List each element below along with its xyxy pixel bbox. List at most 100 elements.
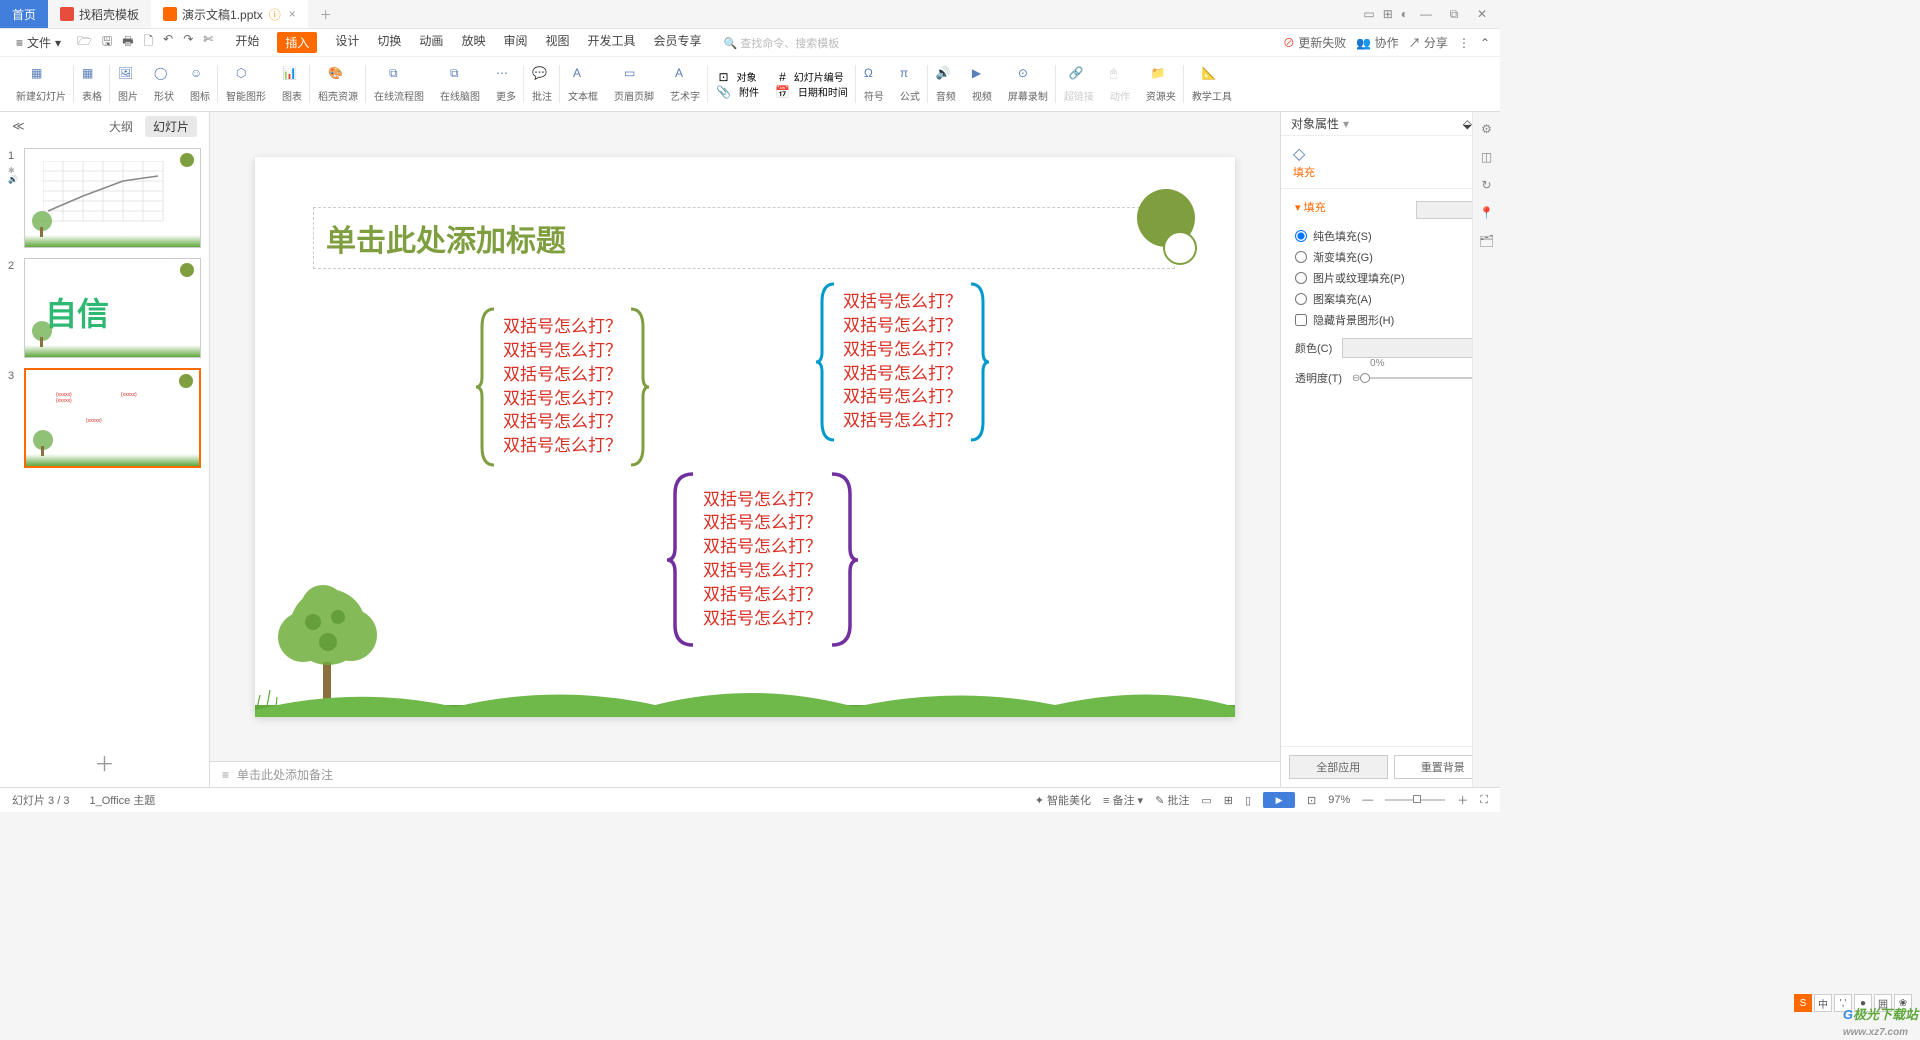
print-icon[interactable]: 🖶	[122, 32, 133, 53]
bracket-blue[interactable]: 双括号怎么打？双括号怎么打？双括号怎么打？双括号怎么打？双括号怎么打？双括号怎么…	[815, 282, 990, 442]
menu-review[interactable]: 审阅	[503, 32, 527, 53]
title-placeholder[interactable]: 单击此处添加标题	[313, 207, 1175, 269]
rg-mind[interactable]: ⧉在线脑图	[432, 57, 488, 111]
rg-audio[interactable]: 🔊音频	[928, 57, 964, 111]
st-layer-icon[interactable]: ◫	[1481, 150, 1492, 164]
zoom-value[interactable]: 97%	[1328, 794, 1350, 806]
opt-hidebg[interactable]: 隐藏背景图形(H)	[1295, 312, 1486, 328]
collab[interactable]: 👥 协作	[1356, 34, 1398, 51]
menu-vip[interactable]: 会员专享	[654, 32, 702, 53]
menu-view[interactable]: 视图	[545, 32, 569, 53]
st-rotate-icon[interactable]: ↻	[1481, 178, 1491, 192]
rg-wordart[interactable]: A艺术字	[662, 57, 708, 111]
rg-comment[interactable]: 💬批注	[524, 57, 560, 111]
rg-link[interactable]: 🔗超链接	[1056, 57, 1102, 111]
rg-shape[interactable]: ◯形状	[146, 57, 182, 111]
rg-obj[interactable]: ⊡对象📎附件	[708, 57, 767, 111]
rg-chart[interactable]: 📊图表	[274, 57, 310, 111]
expand-icon[interactable]: ⌃	[1480, 36, 1490, 50]
thumb-2[interactable]: 自信	[24, 258, 201, 358]
slideshow-button[interactable]: ▶	[1263, 792, 1295, 808]
preview-icon[interactable]: 🗋	[144, 32, 154, 53]
bracket-purple[interactable]: 双括号怎么打？双括号怎么打？双括号怎么打？双括号怎么打？双括号怎么打？双括号怎么…	[665, 472, 860, 647]
rg-num[interactable]: #幻灯片编号📅日期和时间	[767, 57, 856, 111]
tab-add[interactable]: ＋	[308, 0, 344, 28]
slide[interactable]: 单击此处添加标题 双括号怎么打？双括号怎么打？双括号怎么打？双括号怎么打？双括号…	[255, 157, 1235, 717]
tab-outline[interactable]: 大纲	[109, 118, 133, 135]
rg-action[interactable]: 🖱动作	[1102, 57, 1138, 111]
menu-design[interactable]: 设计	[335, 32, 359, 53]
rg-icon[interactable]: ☺图标	[182, 57, 218, 111]
notes-toggle[interactable]: ≡ 备注 ▾	[1103, 792, 1143, 808]
pin-icon[interactable]: ⬙	[1463, 117, 1472, 131]
rg-table[interactable]: ▦表格	[74, 57, 110, 111]
opt-pic[interactable]: 图片或纹理填充(P)	[1295, 270, 1486, 286]
rg-flow[interactable]: ⧉在线流程图	[366, 57, 432, 111]
transparency-slider[interactable]: ⊖ 0% ⊕	[1352, 368, 1486, 388]
rg-res[interactable]: 🎨稻壳资源	[310, 57, 366, 111]
st-lib-icon[interactable]: 🗂	[1479, 234, 1494, 248]
close-window-button[interactable]: ✕	[1472, 4, 1492, 24]
rg-video[interactable]: ▶视频	[964, 57, 1000, 111]
collapse-icon[interactable]: ≪	[12, 119, 25, 133]
search-cmd[interactable]: 🔍 查找命令、搜索模板	[724, 35, 840, 51]
rg-newslide[interactable]: ▦新建幻灯片	[8, 57, 74, 111]
user-icon[interactable]: ◐	[1401, 7, 1408, 21]
tab-templates[interactable]: 找稻壳模板	[48, 0, 151, 28]
share[interactable]: ↗ 分享	[1409, 34, 1448, 51]
beautify[interactable]: ✦ 智能美化	[1035, 792, 1091, 808]
rg-textbox[interactable]: A文本框	[560, 57, 606, 111]
cut-icon[interactable]: ✄	[203, 32, 213, 53]
rg-more[interactable]: ⋯更多	[488, 57, 524, 111]
menu-show[interactable]: 放映	[461, 32, 485, 53]
fit-icon[interactable]: ⊡	[1307, 794, 1316, 807]
opt-solid[interactable]: 纯色填充(S)	[1295, 228, 1486, 244]
menu-anim[interactable]: 动画	[419, 32, 443, 53]
color-select[interactable]	[1342, 338, 1486, 358]
rg-rec[interactable]: ⊙屏幕录制	[1000, 57, 1056, 111]
comment-toggle[interactable]: ✎ 批注	[1155, 792, 1189, 808]
rg-folder[interactable]: 📁资源夹	[1138, 57, 1184, 111]
rg-eq[interactable]: π公式	[892, 57, 928, 111]
rp-tab-fill[interactable]: 填充	[1293, 167, 1315, 179]
thumb-1[interactable]	[24, 148, 201, 248]
bracket-olive[interactable]: 双括号怎么打？双括号怎么打？双括号怎么打？双括号怎么打？双括号怎么打？双括号怎么…	[475, 307, 650, 467]
redo-icon[interactable]: ↷	[183, 32, 193, 53]
close-tab-icon[interactable]: ×	[289, 7, 296, 21]
view-sorter-icon[interactable]: ⊞	[1224, 794, 1233, 807]
update-fail[interactable]: ⊘ 更新失败	[1283, 34, 1346, 51]
maximize-button[interactable]: ⧉	[1444, 4, 1464, 24]
st-settings-icon[interactable]: ⚙	[1481, 122, 1492, 136]
more-icon[interactable]: ⋮	[1458, 36, 1470, 50]
rg-pic[interactable]: 🖼图片	[110, 57, 146, 111]
save-icon[interactable]: 🖫	[102, 32, 112, 53]
view-reading-icon[interactable]: ▯	[1245, 794, 1251, 807]
notes-bar[interactable]: ≡单击此处添加备注	[210, 761, 1280, 787]
zoom-out-icon[interactable]: —	[1362, 794, 1373, 806]
tab-slides[interactable]: 幻灯片	[145, 116, 197, 137]
opt-gradient[interactable]: 渐变填充(G)	[1295, 249, 1486, 265]
tab-doc[interactable]: 演示文稿1.pptxⓘ×	[151, 0, 308, 28]
rg-sym[interactable]: Ω符号	[856, 57, 892, 111]
rg-smart[interactable]: ⬡智能图形	[218, 57, 274, 111]
rg-hf[interactable]: ▭页眉页脚	[606, 57, 662, 111]
open-icon[interactable]: 🗁	[77, 32, 92, 53]
file-menu[interactable]: ≡ 文件 ▾	[10, 32, 67, 53]
menu-start[interactable]: 开始	[235, 32, 259, 53]
tab-home[interactable]: 首页	[0, 0, 48, 28]
fullscreen-icon[interactable]: ⛶	[1480, 794, 1488, 807]
view-normal-icon[interactable]: ▭	[1201, 794, 1211, 807]
rg-edu[interactable]: 📐教学工具	[1184, 57, 1240, 111]
menu-transition[interactable]: 切换	[377, 32, 401, 53]
opt-pattern[interactable]: 图案填充(A)	[1295, 291, 1486, 307]
layout-icon[interactable]: ▭	[1363, 7, 1374, 21]
menu-insert[interactable]: 插入	[277, 32, 317, 53]
minimize-button[interactable]: —	[1416, 4, 1436, 24]
menu-dev[interactable]: 开发工具	[587, 32, 635, 53]
undo-icon[interactable]: ↶	[163, 32, 173, 53]
thumb-3[interactable]: {xxxxx}{xxxxx} {xxxxx} {xxxxx}	[24, 368, 201, 468]
grid-icon[interactable]: ⊞	[1383, 7, 1393, 21]
st-pin-icon[interactable]: 📍	[1479, 206, 1494, 220]
add-slide-button[interactable]: ＋	[0, 738, 209, 787]
apply-all-button[interactable]: 全部应用	[1289, 755, 1388, 779]
